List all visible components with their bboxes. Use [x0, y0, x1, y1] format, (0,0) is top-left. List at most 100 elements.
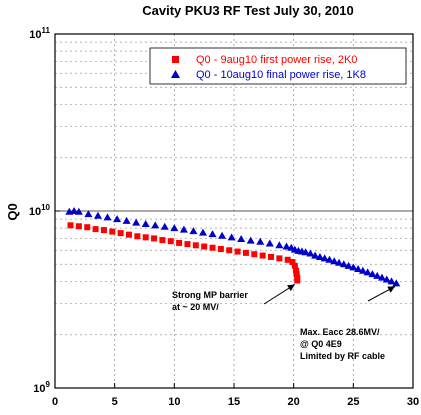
x-tick-label: 15 — [228, 396, 240, 408]
data-point-square — [276, 255, 283, 262]
x-axis-ticks: 0 5 10 15 20 25 30 — [52, 383, 419, 408]
data-point-square — [284, 256, 291, 263]
data-point-triangle — [237, 234, 246, 242]
data-point-triangle — [151, 221, 160, 229]
data-point-square — [226, 247, 233, 254]
data-point-square — [251, 251, 258, 258]
data-point-square — [291, 262, 298, 269]
data-point-triangle — [122, 216, 131, 224]
data-point-triangle — [354, 265, 363, 273]
y-tick-label: 1010 — [29, 203, 51, 218]
data-point-square — [192, 242, 199, 249]
data-point-square — [293, 271, 300, 278]
x-tick-label: 30 — [407, 396, 419, 408]
annotation-text: Max. Eacc 28.6MV/ — [300, 327, 380, 337]
x-tick-label: 0 — [52, 396, 58, 408]
data-point-triangle — [377, 273, 386, 281]
y-axis-ticks: 109 1010 1011 — [29, 26, 60, 395]
legend-entry-label: Q0 - 10aug10 final power rise, 1K8 — [196, 69, 366, 81]
data-point-triangle — [256, 237, 265, 245]
y-tick-label: 109 — [33, 380, 50, 395]
data-point-triangle — [84, 210, 93, 218]
data-marks — [65, 207, 401, 287]
data-point-triangle — [311, 251, 320, 259]
data-point-triangle — [208, 230, 217, 238]
data-point-triangle — [392, 279, 401, 287]
data-point-square — [201, 243, 208, 250]
data-point-square — [92, 226, 99, 233]
data-point-square — [67, 222, 74, 229]
data-point-triangle — [74, 207, 83, 215]
data-point-square — [293, 267, 300, 274]
data-point-square — [259, 252, 266, 259]
legend: Q0 - 9aug10 first power rise, 2K0 Q0 - 10… — [149, 47, 407, 85]
legend-marker-triangle — [171, 70, 180, 78]
data-point-triangle — [301, 248, 310, 256]
data-point-triangle — [382, 275, 391, 283]
data-point-triangle — [179, 225, 188, 233]
data-point-square — [267, 253, 274, 260]
data-point-triangle — [275, 241, 284, 249]
legend-entry-label: Q0 - 9aug10 first power rise, 2K0 — [196, 54, 357, 66]
data-point-triangle — [315, 252, 324, 260]
data-point-triangle — [218, 231, 227, 239]
x-tick-label: 10 — [168, 396, 180, 408]
annotation-arrow-head — [287, 284, 295, 292]
data-point-triangle — [170, 224, 179, 232]
data-point-square — [125, 231, 132, 238]
data-point-square — [84, 224, 91, 231]
data-point-triangle — [265, 239, 274, 247]
data-point-triangle — [339, 260, 348, 268]
x-tick-label: 25 — [347, 396, 359, 408]
annotation-1: Strong MP barrier at ~ 20 MV/ — [172, 284, 296, 312]
data-point-triangle — [103, 213, 112, 221]
data-point-square — [134, 233, 141, 240]
data-point-square — [289, 259, 296, 266]
data-point-triangle — [70, 207, 79, 214]
annotation-2: Max. Eacc 28.6MV/ @ Q0 4E9 Limited by RF c… — [300, 285, 396, 361]
data-point-square — [217, 245, 224, 252]
data-point-triangle — [349, 263, 358, 271]
data-point-triangle — [160, 222, 169, 230]
grid — [55, 34, 413, 388]
data-point-square — [100, 227, 107, 234]
data-point-triangle — [189, 227, 198, 235]
data-point-square — [294, 277, 301, 284]
data-point-square — [209, 244, 216, 251]
data-point-triangle — [344, 261, 353, 269]
y-tick-label: 1011 — [29, 26, 50, 41]
data-point-square — [184, 241, 191, 248]
legend-marker-square — [172, 56, 179, 63]
data-point-triangle — [363, 268, 372, 276]
data-point-square — [242, 249, 249, 256]
data-point-triangle — [306, 249, 315, 257]
data-point-triangle — [198, 228, 207, 236]
annotation-text: Strong MP barrier — [172, 290, 248, 300]
data-point-triangle — [320, 254, 329, 262]
data-point-square — [75, 223, 82, 230]
data-point-triangle — [246, 236, 255, 244]
data-point-square — [176, 239, 183, 246]
y-axis-label: Q0 — [5, 203, 20, 220]
data-point-triangle — [335, 258, 344, 266]
chart-title: Cavity PKU3 RF Test July 30, 2010 — [142, 3, 353, 18]
data-point-triangle — [368, 270, 377, 278]
legend-box — [149, 47, 407, 85]
data-point-triangle — [282, 242, 291, 250]
data-point-triangle — [330, 257, 339, 265]
series-2 — [65, 207, 401, 287]
data-point-square — [167, 238, 174, 245]
annotation-text: @ Q0 4E9 — [300, 339, 342, 349]
annotation-text: at ~ 20 MV/ — [172, 302, 219, 312]
data-point-triangle — [141, 219, 150, 227]
annotation-text: Limited by RF cable — [300, 351, 385, 361]
data-point-triangle — [358, 266, 367, 274]
data-point-square — [142, 234, 149, 241]
data-point-square — [234, 248, 241, 255]
annotation-arrow-head — [387, 286, 396, 293]
x-tick-label: 20 — [288, 396, 300, 408]
x-tick-label: 5 — [112, 396, 118, 408]
data-point-triangle — [113, 215, 122, 223]
annotations: Strong MP barrier at ~ 20 MV/Max. Eacc 28… — [172, 284, 396, 361]
data-point-triangle — [373, 271, 382, 279]
